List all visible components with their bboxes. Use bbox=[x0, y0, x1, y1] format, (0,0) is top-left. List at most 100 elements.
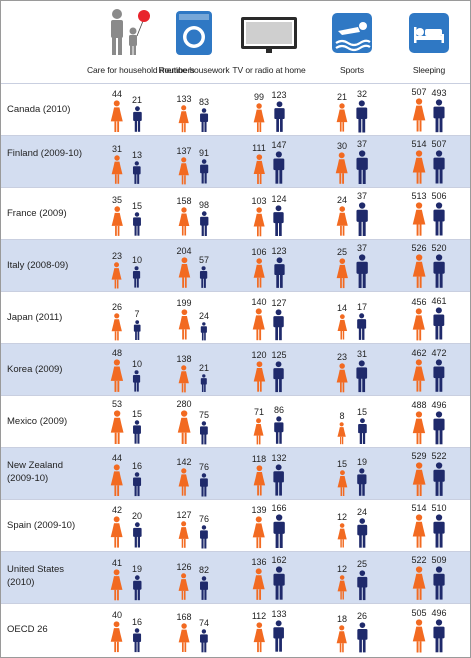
header-washing-machine: Routine housework bbox=[158, 1, 230, 83]
washing-machine-icon bbox=[176, 11, 212, 55]
women-value: 103 bbox=[251, 195, 267, 206]
men-value: 17 bbox=[356, 302, 367, 313]
men-value: 86 bbox=[273, 405, 284, 416]
men-value: 37 bbox=[356, 139, 367, 149]
woman-figure bbox=[337, 575, 347, 600]
men-value: 98 bbox=[198, 199, 209, 210]
man-figure bbox=[356, 360, 368, 392]
women-value: 53 bbox=[111, 399, 122, 409]
country-label: Mexico (2009) bbox=[7, 416, 68, 427]
man-figure bbox=[273, 514, 285, 548]
header: Care for household members Routine housew… bbox=[1, 1, 470, 83]
category-label: TV or radio at home bbox=[232, 65, 306, 75]
woman-figure bbox=[111, 155, 123, 184]
woman-figure bbox=[177, 410, 191, 444]
woman-figure bbox=[412, 514, 426, 548]
men-value: 132 bbox=[271, 453, 287, 464]
women-value: 106 bbox=[251, 247, 267, 258]
man-figure bbox=[357, 518, 367, 548]
men-value: 162 bbox=[271, 555, 287, 566]
men-value: 83 bbox=[198, 97, 209, 108]
man-figure bbox=[199, 159, 209, 184]
woman-figure bbox=[412, 254, 426, 288]
men-value: 21 bbox=[198, 362, 209, 373]
women-value: 35 bbox=[111, 195, 122, 206]
men-value: 31 bbox=[356, 348, 367, 359]
women-value: 23 bbox=[336, 351, 347, 362]
men-value: 507 bbox=[431, 139, 447, 150]
man-figure bbox=[132, 472, 141, 496]
man-figure bbox=[199, 211, 209, 236]
woman-figure bbox=[336, 206, 348, 236]
woman-figure bbox=[178, 309, 190, 340]
woman-figure bbox=[178, 521, 190, 548]
woman-figure bbox=[336, 362, 348, 392]
man-figure bbox=[132, 522, 142, 548]
man-figure bbox=[273, 101, 285, 132]
men-value: 123 bbox=[271, 246, 287, 257]
men-value: 24 bbox=[198, 310, 209, 321]
men-value: 15 bbox=[356, 406, 367, 417]
women-value: 120 bbox=[251, 350, 267, 361]
men-value: 74 bbox=[198, 617, 209, 628]
women-value: 24 bbox=[336, 195, 347, 206]
men-value: 76 bbox=[198, 513, 209, 524]
man-figure bbox=[433, 514, 445, 548]
women-value: 12 bbox=[336, 564, 347, 575]
woman-figure bbox=[178, 207, 190, 236]
men-value: 20 bbox=[131, 511, 142, 522]
men-value: 493 bbox=[431, 87, 447, 98]
women-value: 168 bbox=[176, 611, 192, 622]
woman-figure bbox=[178, 105, 190, 133]
women-value: 133 bbox=[176, 93, 192, 104]
man-figure bbox=[433, 619, 445, 652]
woman-figure bbox=[111, 312, 123, 340]
man-figure bbox=[132, 628, 141, 652]
men-value: 124 bbox=[271, 193, 287, 204]
woman-figure bbox=[178, 623, 190, 652]
man-figure bbox=[433, 359, 445, 393]
man-figure bbox=[201, 374, 207, 392]
woman-figure bbox=[253, 258, 265, 288]
television-icon bbox=[241, 17, 297, 53]
women-value: 48 bbox=[111, 348, 122, 359]
category-label: Sports bbox=[340, 65, 364, 75]
men-value: 125 bbox=[271, 349, 287, 360]
woman-figure bbox=[252, 308, 266, 340]
woman-figure bbox=[178, 257, 190, 289]
woman-figure bbox=[252, 516, 266, 548]
men-value: 520 bbox=[431, 243, 447, 254]
men-value: 37 bbox=[356, 243, 367, 253]
men-value: 10 bbox=[131, 359, 142, 370]
men-value: 21 bbox=[131, 95, 142, 106]
woman-figure bbox=[178, 573, 189, 601]
country-label: Finland (2009-10) bbox=[7, 148, 82, 159]
man-figure bbox=[356, 150, 368, 184]
men-value: 37 bbox=[356, 191, 367, 201]
man-figure bbox=[133, 161, 141, 184]
women-value: 140 bbox=[251, 296, 267, 307]
man-figure bbox=[273, 205, 285, 236]
country-label: Spain (2009-10) bbox=[7, 520, 76, 531]
men-value: 13 bbox=[131, 150, 142, 161]
woman-figure bbox=[337, 470, 347, 496]
men-value: 26 bbox=[356, 610, 367, 621]
women-value: 8 bbox=[339, 410, 345, 421]
men-value: 82 bbox=[198, 565, 209, 576]
country-label: OECD 26 bbox=[7, 624, 48, 635]
woman-figure bbox=[254, 417, 264, 444]
woman-figure bbox=[253, 206, 265, 236]
woman-figure bbox=[337, 523, 347, 548]
woman-figure bbox=[111, 516, 123, 548]
men-value: 127 bbox=[271, 297, 287, 308]
category-label: Sleeping bbox=[412, 65, 446, 75]
women-value: 21 bbox=[336, 92, 347, 103]
woman-figure bbox=[178, 364, 190, 392]
woman-figure bbox=[178, 468, 190, 497]
country-row: OECD 26 40 16 168 74 112 133 18 26 505 496 bbox=[1, 603, 470, 656]
women-value: 522 bbox=[411, 555, 427, 566]
man-figure bbox=[274, 416, 284, 444]
man-figure bbox=[273, 257, 285, 288]
swimmer-icon bbox=[332, 13, 372, 53]
